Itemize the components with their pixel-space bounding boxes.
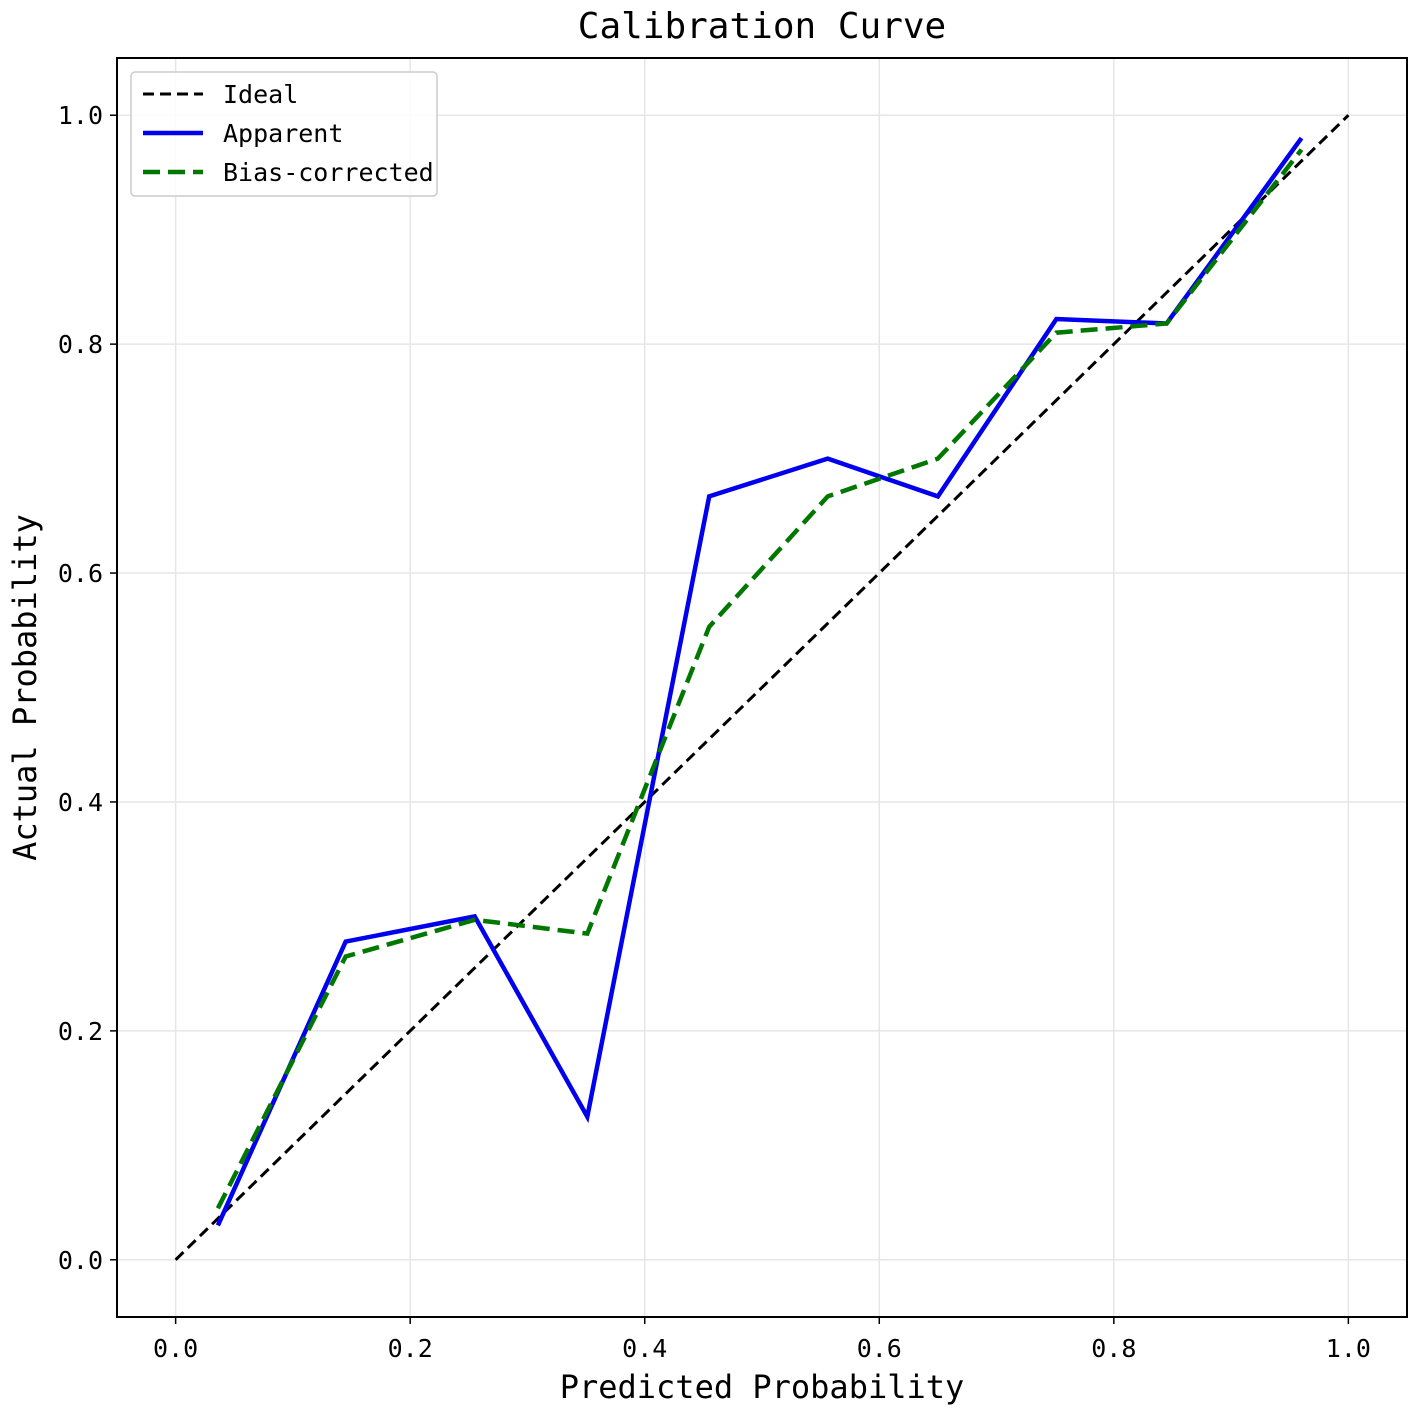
x-tick-label: 0.0 — [153, 1334, 198, 1363]
series-line-ideal — [174, 114, 1350, 1261]
legend-box — [130, 71, 438, 197]
chart-title: Calibration Curve — [578, 6, 946, 47]
y-tick-label: 0.4 — [58, 788, 103, 817]
y-tick-label: 0.8 — [58, 330, 103, 359]
y-axis-title: Actual Probability — [6, 514, 44, 861]
x-tick-label: 0.4 — [622, 1334, 667, 1363]
legend-label: Apparent — [223, 119, 343, 148]
x-tick-label: 0.8 — [1091, 1334, 1136, 1363]
y-tick-label: 0.6 — [58, 559, 103, 588]
x-tick-label: 1.0 — [1326, 1334, 1371, 1363]
plot-area-frame — [116, 57, 1408, 1318]
y-tick-label: 1.0 — [58, 101, 103, 130]
y-tick-label: 0.2 — [58, 1017, 103, 1046]
series-layer — [174, 114, 1350, 1261]
x-tick-label: 0.2 — [388, 1334, 433, 1363]
legend-label: Bias-corrected — [223, 158, 434, 187]
x-tick-label: 0.6 — [857, 1334, 902, 1363]
legend: Ideal Apparent Bias-corrected — [130, 71, 438, 197]
axis-ticks: 0.0 0.2 0.4 0.6 0.8 1.0 0.0 0.2 0.4 0.6 0.8 1.0 — [58, 101, 1371, 1363]
legend-label: Ideal — [223, 80, 298, 109]
series-line-bias-corrected — [215, 148, 1304, 1210]
y-tick-label: 0.0 — [58, 1246, 103, 1275]
series-line-apparent — [215, 136, 1304, 1227]
x-axis-title: Predicted Probability — [560, 1368, 965, 1406]
